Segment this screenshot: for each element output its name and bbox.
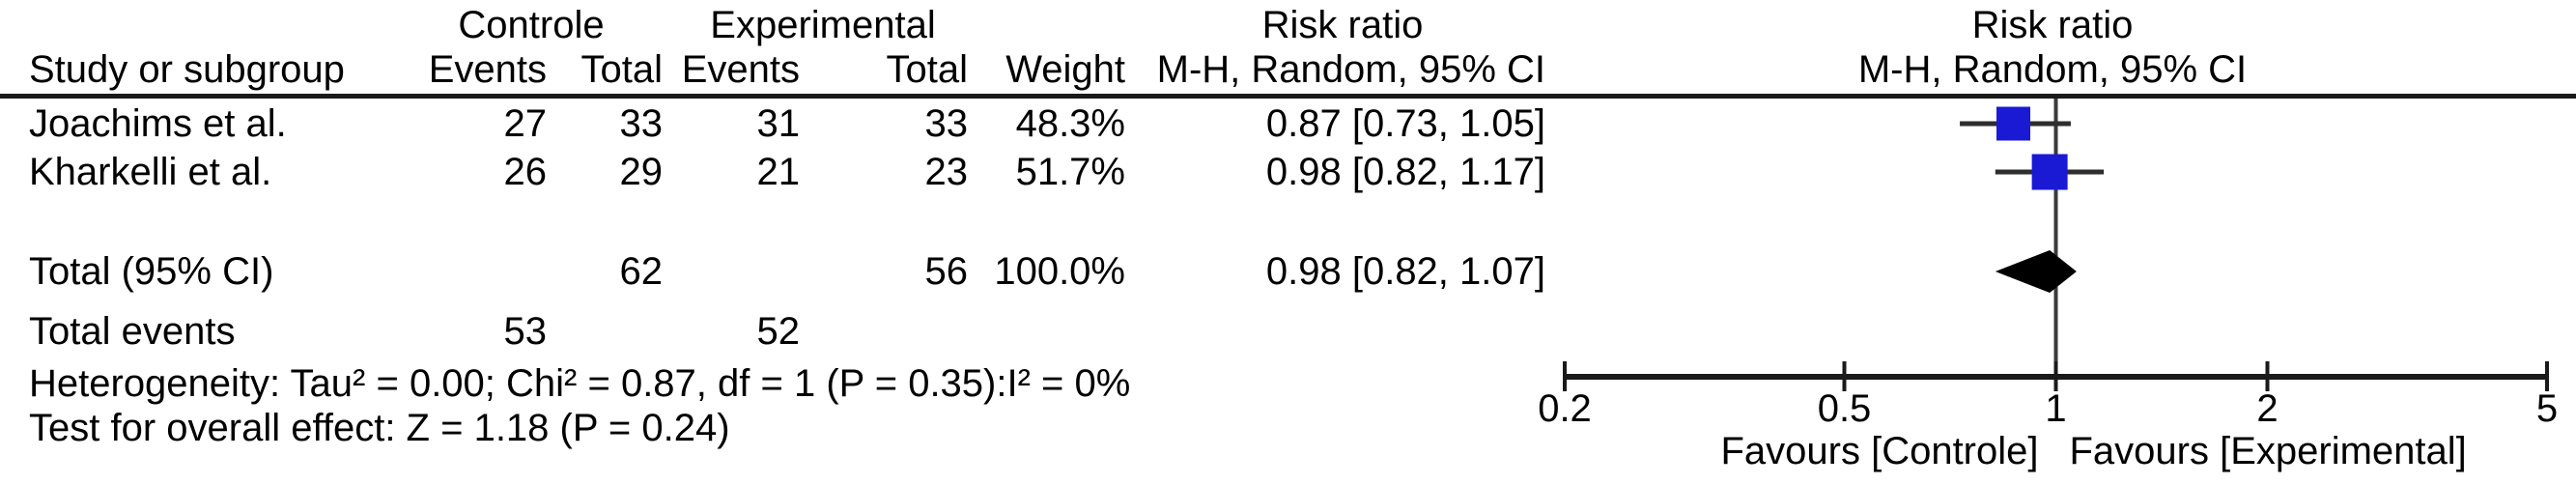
col-header-exp-events: Events — [681, 48, 800, 91]
col-header-mh-ci: M-H, Random, 95% CI — [1156, 48, 1545, 91]
no-effect-line — [2053, 99, 2058, 389]
plot-header-mh-ci: M-H, Random, 95% CI — [1857, 48, 2248, 91]
ctrl-total: 29 — [619, 151, 664, 193]
col-header-study: Study or subgroup — [29, 48, 345, 91]
x-axis-tick — [2053, 361, 2058, 391]
table-header-rule — [0, 94, 2576, 99]
effect-square — [2031, 154, 2068, 190]
ctrl-events: 27 — [503, 102, 548, 145]
total-label: Total (95% CI) — [29, 250, 274, 293]
col-header-exp-total: Total — [886, 48, 969, 91]
ci-label: 0.87 [0.73, 1.05] — [1265, 102, 1545, 145]
weight: 48.3% — [1015, 102, 1125, 145]
x-axis-tick-label: 0.5 — [1817, 387, 1872, 430]
x-axis-tick — [1842, 361, 1847, 391]
col-header-weight: Weight — [1005, 48, 1125, 91]
exp-events: 21 — [756, 151, 801, 193]
col-header-ctrl-events: Events — [428, 48, 547, 91]
total-exp-total: 56 — [924, 250, 969, 293]
study-name: Kharkelli et al. — [29, 151, 272, 193]
exp-total: 33 — [924, 102, 969, 145]
total-weight: 100.0% — [994, 250, 1125, 293]
col-header-ctrl-total: Total — [580, 48, 664, 91]
group-header-controle: Controle — [458, 4, 605, 46]
weight: 51.7% — [1015, 151, 1125, 193]
total-events-ctrl: 53 — [503, 310, 548, 353]
effect-square — [1996, 106, 2031, 141]
x-axis-tick-label: 2 — [2256, 387, 2279, 430]
favours-left-label: Favours [Controle] — [1720, 430, 2039, 472]
favours-right-label: Favours [Experimental] — [2069, 430, 2467, 472]
x-axis-tick-label: 5 — [2535, 387, 2559, 430]
x-axis-tick — [2265, 361, 2270, 391]
exp-events: 31 — [756, 102, 801, 145]
group-header-experimental: Experimental — [710, 4, 936, 46]
group-header-risk-ratio: Risk ratio — [1261, 4, 1424, 46]
ci-label: 0.98 [0.82, 1.17] — [1265, 151, 1545, 193]
exp-total: 23 — [924, 151, 969, 193]
total-diamond — [1995, 250, 2077, 293]
total-ci-label: 0.98 [0.82, 1.07] — [1265, 250, 1545, 293]
x-axis-tick-label: 1 — [2045, 387, 2067, 430]
total-events-exp: 52 — [756, 310, 801, 353]
ctrl-events: 26 — [503, 151, 548, 193]
study-name: Joachims et al. — [29, 102, 287, 145]
plot-title-risk-ratio: Risk ratio — [1971, 4, 2134, 46]
overall-effect-text: Test for overall effect: Z = 1.18 (P = 0… — [29, 407, 730, 449]
heterogeneity-text: Heterogeneity: Tau² = 0.00; Chi² = 0.87,… — [29, 362, 1131, 405]
total-events-label: Total events — [29, 310, 236, 353]
x-axis-tick — [1563, 361, 1567, 391]
ctrl-total: 33 — [619, 102, 664, 145]
x-axis-tick-label: 0.2 — [1538, 387, 1592, 430]
total-ctrl-total: 62 — [619, 250, 664, 293]
x-axis-tick — [2545, 361, 2549, 391]
